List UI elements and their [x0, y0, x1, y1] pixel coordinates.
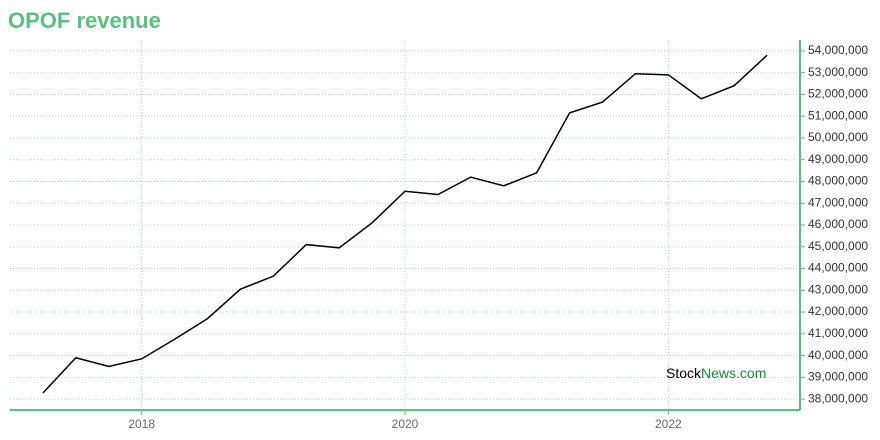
chart-title: OPOF revenue	[8, 8, 161, 33]
y-tick-label: 52,000,000	[808, 87, 868, 101]
y-tick-label: 50,000,000	[808, 130, 868, 144]
y-tick-label: 49,000,000	[808, 152, 868, 166]
y-tick-label: 40,000,000	[808, 348, 868, 362]
y-tick-label: 39,000,000	[808, 370, 868, 384]
y-tick-label: 54,000,000	[808, 43, 868, 57]
watermark-news: News.com	[701, 365, 766, 381]
y-tick-label: 38,000,000	[808, 391, 868, 405]
watermark-stock: Stock	[666, 365, 702, 381]
y-tick-label: 44,000,000	[808, 261, 868, 275]
y-tick-label: 53,000,000	[808, 65, 868, 79]
y-tick-label: 43,000,000	[808, 282, 868, 296]
y-tick-label: 41,000,000	[808, 326, 868, 340]
y-tick-label: 51,000,000	[808, 108, 868, 122]
y-tick-label: 46,000,000	[808, 217, 868, 231]
x-tick-label: 2018	[128, 417, 155, 431]
x-tick-label: 2022	[655, 417, 682, 431]
y-tick-label: 48,000,000	[808, 174, 868, 188]
y-tick-label: 42,000,000	[808, 304, 868, 318]
x-tick-label: 2020	[392, 417, 419, 431]
y-tick-label: 47,000,000	[808, 195, 868, 209]
watermark: StockNews.com	[666, 365, 766, 381]
line	[42, 54, 768, 394]
y-tick-label: 45,000,000	[808, 239, 868, 253]
